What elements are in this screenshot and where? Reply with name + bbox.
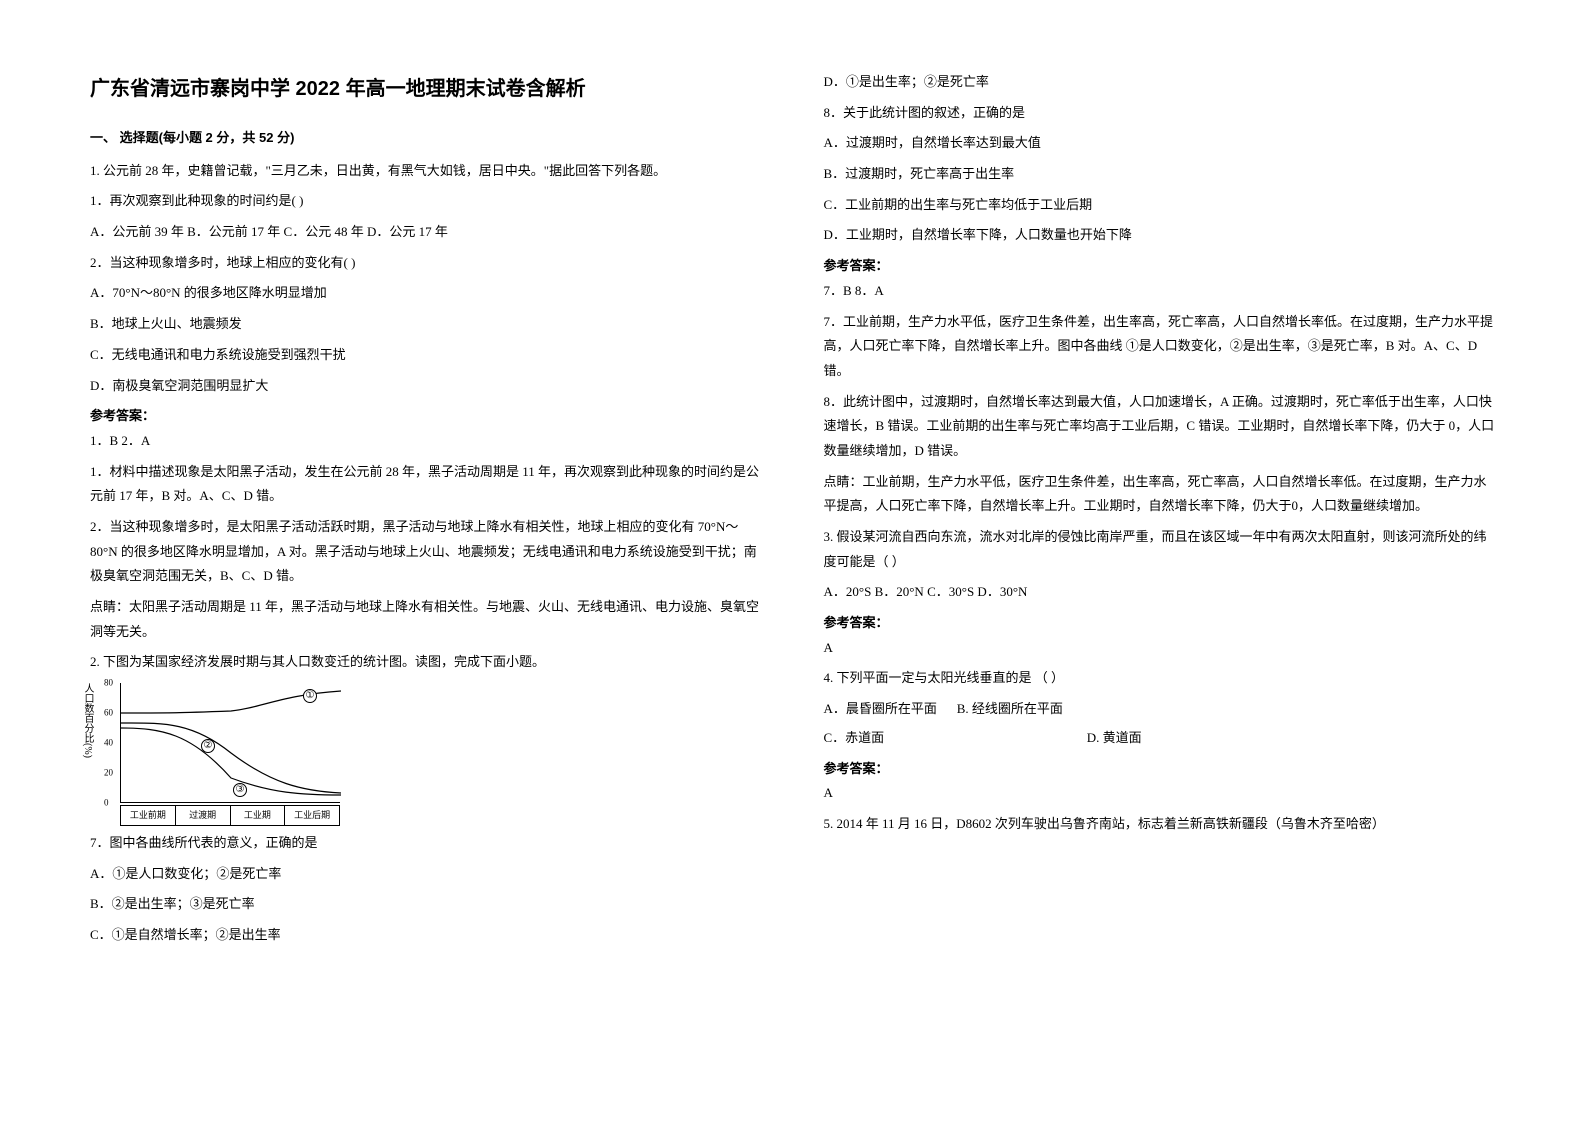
q2-opt8a: A．过渡期时，自然增长率达到最大值 [824, 131, 1498, 156]
xlabel: 过渡期 [176, 805, 231, 826]
q1-answer: 1．B 2．A [90, 429, 764, 454]
left-column: 广东省清远市寨岗中学 2022 年高一地理期末试卷含解析 一、 选择题(每小题 … [90, 70, 764, 1052]
q3-opts: A．20°S B．20°N C．30°S D．30°N [824, 580, 1498, 605]
curve-3 [121, 728, 341, 795]
chart-plot-area: ① ② ③ [120, 683, 340, 803]
q4-opt-a: A．晨昏圈所在平面 [824, 697, 954, 722]
q1-exp1: 1．材料中描述现象是太阳黑子活动，发生在公元前 28 年，黑子活动周期是 11 … [90, 460, 764, 509]
xlabel: 工业后期 [285, 805, 340, 826]
q3-answer-label: 参考答案： [824, 611, 1498, 636]
q2-opt8d: D．工业期时，自然增长率下降，人口数量也开始下降 [824, 223, 1498, 248]
q3-intro: 3. 假设某河流自西向东流，流水对北岸的侵蚀比南岸严重，而且在该区域一年中有两次… [824, 525, 1498, 574]
q4-opt-b: B. 经线圈所在平面 [957, 697, 1087, 722]
q5-intro: 5. 2014 年 11 月 16 日，D8602 次列车驶出乌鲁齐南站，标志着… [824, 812, 1498, 837]
q1-sub1: 1．再次观察到此种现象的时间约是( ) [90, 189, 764, 214]
ytick: 60 [104, 705, 113, 722]
q4-intro: 4. 下列平面一定与太阳光线垂直的是 （ ） [824, 666, 1498, 691]
q4-opts-row1: A．晨昏圈所在平面 B. 经线圈所在平面 [824, 697, 1498, 722]
q2-exp8: 8．此统计图中，过渡期时，自然增长率达到最大值，人口加速增长，A 正确。过渡期时… [824, 390, 1498, 464]
q2-sub7: 7．图中各曲线所代表的意义，正确的是 [90, 831, 764, 856]
chart-xlabels: 工业前期过渡期工业期工业后期 [120, 805, 340, 826]
q1-opt2c: C．无线电通讯和电力系统设施受到强烈干扰 [90, 343, 764, 368]
chart-ylabel: 人口数百分比(%) [78, 683, 97, 758]
ytick: 40 [104, 735, 113, 752]
q4-answer: A [824, 781, 1498, 806]
q2-opt7b: B．②是出生率；③是死亡率 [90, 892, 764, 917]
xlabel: 工业期 [231, 805, 286, 826]
ytick: 0 [104, 795, 109, 812]
q1-intro: 1. 公元前 28 年，史籍曾记载，"三月乙未，日出黄，有黑气大如钱，居日中央。… [90, 159, 764, 184]
curve-2 [121, 723, 341, 793]
q4-opt-c: C．赤道面 [824, 726, 1084, 751]
right-column: D．①是出生率；②是死亡率 8．关于此统计图的叙述，正确的是 A．过渡期时，自然… [824, 70, 1498, 1052]
q1-opt2b: B．地球上火山、地震频发 [90, 312, 764, 337]
q2-opt7d: D．①是出生率；②是死亡率 [824, 70, 1498, 95]
q2-answer-label: 参考答案： [824, 254, 1498, 279]
q1-exp3: 点睛：太阳黑子活动周期是 11 年，黑子活动与地球上降水有相关性。与地震、火山、… [90, 595, 764, 644]
q1-sub2: 2．当这种现象增多时，地球上相应的变化有( ) [90, 251, 764, 276]
q1-opt2a: A．70°N～80°N 的很多地区降水明显增加 [90, 281, 764, 306]
q4-opts-row2: C．赤道面 D. 黄道面 [824, 726, 1498, 751]
q4-answer-label: 参考答案： [824, 757, 1498, 782]
ytick: 80 [104, 675, 113, 692]
q4-opt-d: D. 黄道面 [1087, 726, 1217, 751]
q2-exp9: 点睛：工业前期，生产力水平低，医疗卫生条件差，出生率高，死亡率高，人口自然增长率… [824, 470, 1498, 519]
q2-opt8c: C．工业前期的出生率与死亡率均低于工业后期 [824, 193, 1498, 218]
q1-answer-label: 参考答案： [90, 404, 764, 429]
q2-sub8: 8．关于此统计图的叙述，正确的是 [824, 101, 1498, 126]
q2-intro: 2. 下图为某国家经济发展时期与其人口数变迁的统计图。读图，完成下面小题。 [90, 650, 764, 675]
curve-marker: ② [201, 739, 215, 753]
ytick: 20 [104, 765, 113, 782]
q1-exp2: 2．当这种现象增多时，是太阳黑子活动活跃时期，黑子活动与地球上降水有相关性，地球… [90, 515, 764, 589]
q2-opt7c: C．①是自然增长率；②是出生率 [90, 923, 764, 948]
q1-opts1: A．公元前 39 年 B．公元前 17 年 C．公元 48 年 D．公元 17 … [90, 220, 764, 245]
section-1-header: 一、 选择题(每小题 2 分，共 52 分) [90, 126, 764, 151]
curve-marker: ① [303, 689, 317, 703]
xlabel: 工业前期 [120, 805, 176, 826]
q2-answer: 7．B 8．A [824, 279, 1498, 304]
q2-opt7a: A．①是人口数变化；②是死亡率 [90, 862, 764, 887]
population-chart: 人口数百分比(%) ①②③ 806040200 工业前期过渡期工业期工业后期 [90, 683, 350, 823]
document-title: 广东省清远市寨岗中学 2022 年高一地理期末试卷含解析 [90, 70, 764, 108]
q3-answer: A [824, 636, 1498, 661]
q2-exp7: 7．工业前期，生产力水平低，医疗卫生条件差，出生率高，死亡率高，人口自然增长率低… [824, 310, 1498, 384]
q2-opt8b: B．过渡期时，死亡率高于出生率 [824, 162, 1498, 187]
curve-marker: ③ [233, 783, 247, 797]
q1-opt2d: D．南极臭氧空洞范围明显扩大 [90, 374, 764, 399]
